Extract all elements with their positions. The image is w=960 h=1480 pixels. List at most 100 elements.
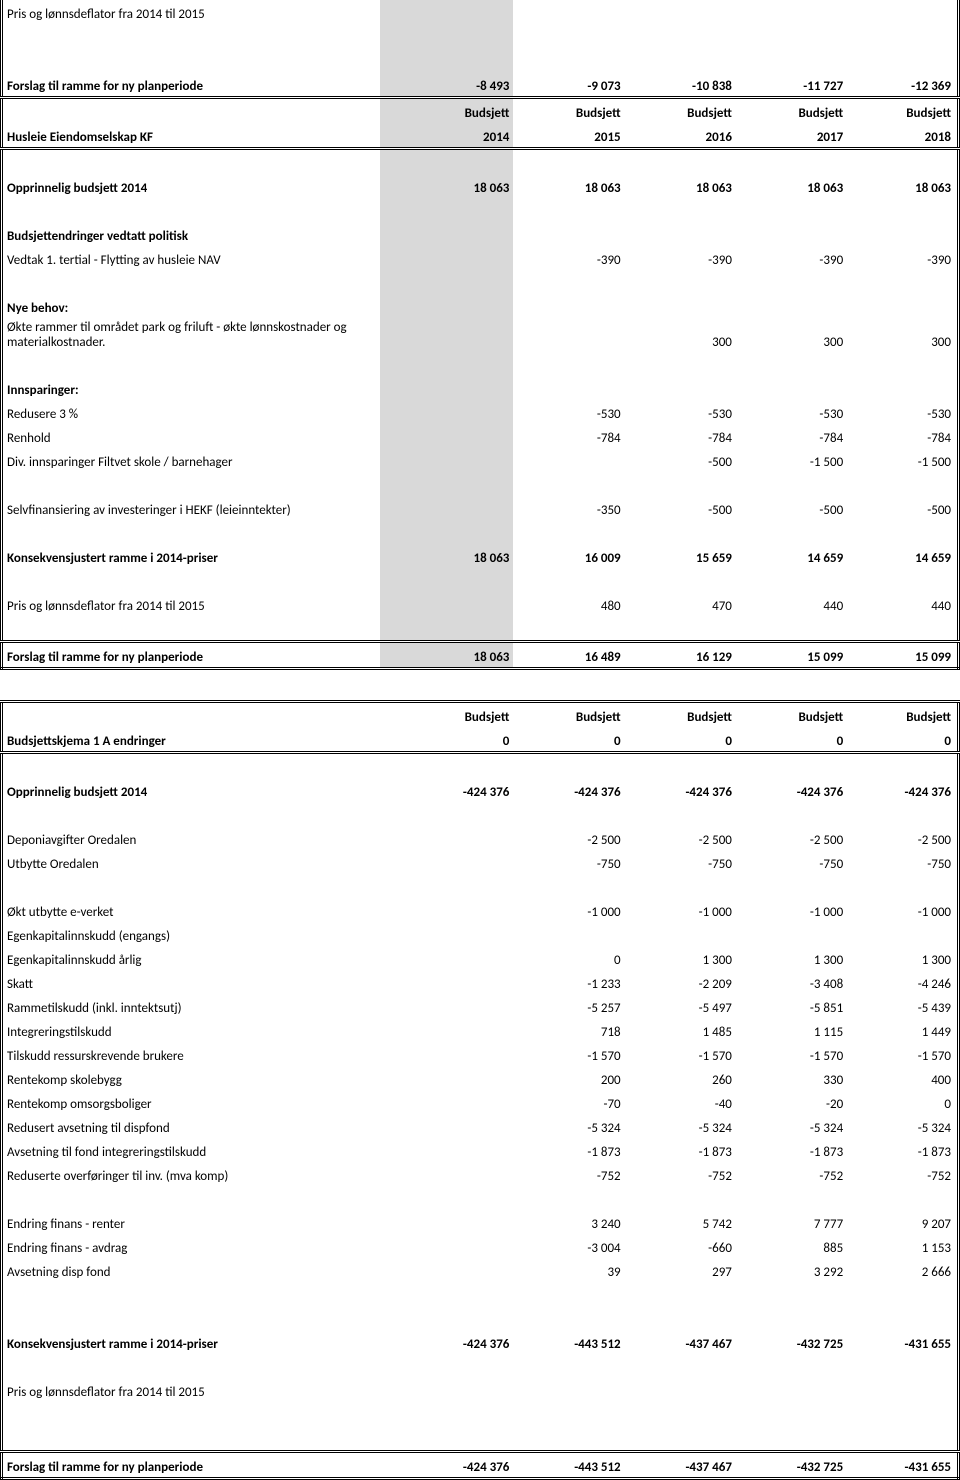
table-cell [513,448,624,472]
oppr-c3: 18 063 [625,174,736,198]
table-cell: 400 [847,1066,958,1090]
forslag-c2: -9 073 [513,72,624,98]
table-row-label: Endring finans - avdrag [2,1234,380,1258]
table-cell: 9 207 [847,1210,958,1234]
table-cell: 1 300 [736,946,847,970]
forslag-c1: -8 493 [380,72,514,98]
table-cell: -660 [625,1234,736,1258]
table-cell: -5 851 [736,994,847,1018]
table-row-label: Rentekomp omsorgsboliger [2,1090,380,1114]
table-cell: -2 209 [625,970,736,994]
nye-behov: Nye behov: [2,294,380,318]
table-cell [380,946,514,970]
table-cell: 7 777 [736,1210,847,1234]
table-cell [380,922,514,946]
table-cell: -784 [847,424,958,448]
table-cell: -1 570 [847,1042,958,1066]
vedtak-label: Vedtak 1. tertial - Flytting av husleie … [2,246,380,270]
hdr-b1: Budsjett [380,98,514,124]
table-cell [380,400,514,424]
group-budsjettendringer: Budsjettendringer vedtatt politisk [2,222,380,246]
innsparinger: Innsparinger: [2,376,380,400]
table-cell: -5 324 [513,1114,624,1138]
year5: 2018 [847,123,958,149]
table-row-label: Avsetning til fond integreringstilskudd [2,1138,380,1162]
table-cell: 1 153 [847,1234,958,1258]
table-cell: 1 115 [736,1018,847,1042]
opprinnelig-label: Opprinnelig budsjett 2014 [2,174,380,198]
table-cell: -5 324 [625,1114,736,1138]
table-cell [513,922,624,946]
table-cell: 0 [513,946,624,970]
table-cell: -1 000 [736,898,847,922]
table-cell: -1 570 [736,1042,847,1066]
table-row-label: Redusere 3 % [2,400,380,424]
table-cell: -4 246 [847,970,958,994]
table-cell [625,1186,736,1210]
table-cell [380,994,514,1018]
table-cell: -40 [625,1090,736,1114]
hdr-b3: Budsjett [625,98,736,124]
section-title: Husleie Eiendomselskap KF [2,123,380,149]
table-cell: -2 500 [736,826,847,850]
section-1-table: Pris og lønnsdeflator fra 2014 til 2015 … [0,0,960,670]
table-cell [380,898,514,922]
table-cell: -1 570 [625,1042,736,1066]
table-cell: -750 [625,850,736,874]
section-2-table: Budsjett Budsjett Budsjett Budsjett Buds… [0,700,960,1480]
table-cell: 1 300 [847,946,958,970]
table-cell: -3 004 [513,1234,624,1258]
table-cell: 39 [513,1258,624,1282]
table-cell: -2 500 [625,826,736,850]
table-cell: -530 [625,400,736,424]
konsekvens-label: Konsekvensjustert ramme i 2014-priser [2,544,380,568]
table-cell [380,1186,514,1210]
table-row-label: Økt utbytte e-verket [2,898,380,922]
table-cell [736,1186,847,1210]
table-row-label: Endring finans - renter [2,1210,380,1234]
table-cell: 260 [625,1066,736,1090]
table-cell: 330 [736,1066,847,1090]
table-cell: -5 257 [513,994,624,1018]
oppr-c2: 18 063 [513,174,624,198]
table-cell: 5 742 [625,1210,736,1234]
table-cell [380,424,514,448]
s2-konsekvens-label: Konsekvensjustert ramme i 2014-priser [2,1330,380,1354]
table-cell [380,1210,514,1234]
table-cell: -5 324 [736,1114,847,1138]
table-cell [380,1138,514,1162]
table-cell [380,1018,514,1042]
table-row-label: Rammetilskudd (inkl. inntektsutj) [2,994,380,1018]
table-cell: -5 497 [625,994,736,1018]
table-cell [380,970,514,994]
forslag-label: Forslag til ramme for ny planperiode [2,72,380,98]
table-row-label [2,1186,380,1210]
table-row-label: Skatt [2,970,380,994]
oppr-c1: 18 063 [380,174,514,198]
table-cell [380,1066,514,1090]
table-row-label: Div. innsparinger Filtvet skole / barneh… [2,448,380,472]
year4: 2017 [736,123,847,149]
table-cell: -752 [847,1162,958,1186]
forslag2-label: Forslag til ramme for ny planperiode [2,642,380,669]
table-cell: 297 [625,1258,736,1282]
table-cell: -1 000 [847,898,958,922]
oppr-c5: 18 063 [847,174,958,198]
table-cell [513,874,624,898]
hdr-b4: Budsjett [736,98,847,124]
s2-pris-label: Pris og lønnsdeflator fra 2014 til 2015 [2,1378,380,1402]
table-cell: -2 500 [847,826,958,850]
selvfin-label: Selvfinansiering av investeringer i HEKF… [2,496,380,520]
table-cell: -20 [736,1090,847,1114]
table-cell [380,1042,514,1066]
table-row-label: Renhold [2,424,380,448]
table-cell: -1 000 [625,898,736,922]
s2-opprinnelig-label: Opprinnelig budsjett 2014 [2,778,380,802]
table-row-label: Egenkapitalinnskudd (engangs) [2,922,380,946]
forslag-c3: -10 838 [625,72,736,98]
table-cell [380,1090,514,1114]
table-row-label [2,874,380,898]
s2-forslag-label: Forslag til ramme for ny planperiode [2,1452,380,1479]
table-cell: -5 324 [847,1114,958,1138]
table-cell: -70 [513,1090,624,1114]
